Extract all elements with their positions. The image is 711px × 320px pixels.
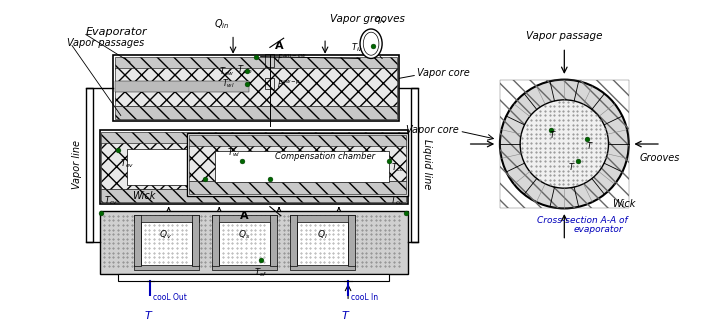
Text: $T_{cv}$: $T_{cv}$: [105, 194, 118, 207]
Bar: [134, 265, 199, 270]
Bar: [212, 215, 219, 266]
Bar: [290, 265, 356, 270]
Bar: [102, 189, 406, 202]
Text: $T_{wl}$: $T_{wl}$: [223, 78, 235, 91]
Text: $T_{wi}$: $T_{wi}$: [227, 147, 240, 159]
Text: $T$: $T$: [341, 309, 351, 320]
Text: Evaporator: Evaporator: [86, 27, 147, 37]
Bar: [189, 135, 406, 148]
Bar: [127, 148, 380, 185]
Bar: [134, 215, 141, 266]
Bar: [270, 215, 277, 266]
Text: Wick: Wick: [612, 199, 636, 209]
Bar: [500, 80, 629, 208]
Text: Vapor core: Vapor core: [417, 68, 470, 78]
Text: $Q_l$: $Q_l$: [317, 229, 328, 241]
Text: cooL Out: cooL Out: [153, 293, 187, 302]
Text: $Q_s$: $Q_s$: [238, 229, 250, 241]
Text: Vapor passage: Vapor passage: [526, 31, 602, 41]
Text: Cross-section A-A of: Cross-section A-A of: [537, 216, 627, 225]
Text: A: A: [274, 41, 283, 51]
Text: $T_{lv}$: $T_{lv}$: [351, 41, 364, 54]
Text: A: A: [240, 211, 248, 221]
Text: cooL In: cooL In: [351, 293, 378, 302]
Text: Compensation chamber: Compensation chamber: [275, 152, 375, 161]
Bar: [212, 215, 277, 222]
Text: $T_{co}$: $T_{co}$: [390, 194, 403, 207]
Bar: [192, 215, 199, 266]
Bar: [265, 78, 274, 89]
Bar: [102, 143, 406, 189]
Bar: [115, 68, 397, 106]
Bar: [290, 215, 297, 266]
Text: $T_{ev}$: $T_{ev}$: [120, 158, 134, 170]
Bar: [290, 215, 356, 222]
Text: $T$: $T$: [568, 161, 575, 172]
Ellipse shape: [363, 32, 379, 55]
Circle shape: [520, 100, 609, 188]
Bar: [219, 217, 270, 268]
Bar: [115, 57, 397, 69]
Bar: [115, 106, 397, 119]
Text: $T_{cc}$: $T_{cc}$: [391, 162, 405, 174]
Text: evaporator: evaporator: [574, 225, 623, 234]
Bar: [102, 132, 406, 145]
Bar: [141, 217, 192, 268]
Text: Vapor passages: Vapor passages: [68, 38, 145, 48]
Text: Vapor grooves: Vapor grooves: [330, 14, 405, 24]
Bar: [86, 88, 93, 243]
Bar: [115, 81, 249, 92]
Bar: [100, 211, 408, 274]
Bar: [118, 274, 390, 281]
Text: $F^{am-cw}$: $F^{am-cw}$: [277, 52, 306, 63]
Text: Vapor line: Vapor line: [72, 140, 82, 189]
Text: $T$: $T$: [144, 309, 153, 320]
Text: $F^{cw-p}$: $F^{cw-p}$: [277, 78, 301, 89]
Bar: [187, 133, 408, 196]
Circle shape: [500, 80, 629, 208]
Bar: [189, 146, 406, 181]
Text: $T_{sf}$: $T_{sf}$: [254, 266, 267, 279]
Text: $T_{ew}$: $T_{ew}$: [220, 65, 235, 77]
Text: Liquid line: Liquid line: [422, 139, 432, 189]
Text: Condenser: Condenser: [227, 167, 279, 177]
Text: $T$: $T$: [587, 140, 594, 151]
Text: $Q_v$: $Q_v$: [159, 229, 172, 241]
Bar: [212, 265, 277, 270]
Text: Grooves: Grooves: [640, 153, 680, 163]
Bar: [265, 54, 274, 67]
Bar: [297, 217, 348, 268]
Bar: [100, 130, 408, 204]
Bar: [348, 215, 356, 266]
Text: $q_{lv}$: $q_{lv}$: [374, 15, 387, 26]
Bar: [215, 151, 390, 182]
Text: $T$: $T$: [550, 129, 557, 140]
Text: Wick: Wick: [132, 191, 156, 202]
Bar: [411, 88, 418, 243]
Bar: [134, 215, 199, 222]
Text: $T_{am}$: $T_{am}$: [237, 64, 253, 76]
Bar: [114, 55, 399, 121]
Text: Vapor core: Vapor core: [406, 125, 459, 135]
Bar: [189, 181, 406, 194]
Text: $Q_{in}$: $Q_{in}$: [214, 17, 230, 31]
Ellipse shape: [360, 29, 382, 59]
